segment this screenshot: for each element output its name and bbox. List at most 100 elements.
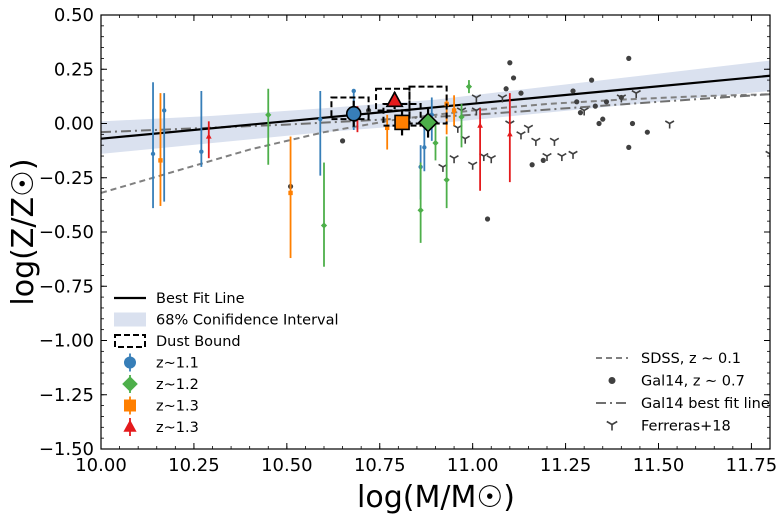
y-tick-label: −0.25 [39, 168, 94, 189]
stacked-points-layer [345, 90, 439, 138]
ferreras-point [579, 107, 589, 116]
y-tick-label: 0.00 [54, 114, 94, 135]
gal14-point [592, 103, 598, 109]
z12-point [432, 139, 439, 147]
legend-label: SDSS, z ∼ 0.1 [641, 351, 741, 367]
x-tick-label: 10.75 [354, 455, 406, 476]
z11-point [351, 88, 356, 94]
z11-point [150, 151, 156, 157]
gal14-point [529, 162, 535, 168]
z12-point [465, 83, 473, 90]
stacked-point [345, 105, 362, 122]
z13a-point [288, 190, 293, 196]
x-axis-label: log(M/M☉) [357, 480, 515, 515]
ferreras-point [664, 120, 675, 129]
legend-label: z~1.3 [156, 420, 199, 436]
legend-symbol [608, 377, 616, 384]
x-tick-label: 11.75 [726, 455, 778, 476]
ferreras-point [523, 124, 534, 133]
y-tick-label: −0.75 [39, 276, 94, 297]
gal14-point [518, 90, 524, 96]
legend-left: Best Fit Line 68% Conifidence Interval Dus… [114, 291, 339, 436]
gal14-point [626, 144, 632, 150]
legend-symbol [114, 312, 146, 327]
legend-symbol [606, 420, 618, 431]
legend-entry: z~1.2 [122, 375, 199, 393]
stacked-point [385, 90, 404, 108]
stacked-point [394, 114, 410, 131]
gal14-point [577, 110, 584, 116]
legend-right: SDSS, z ∼ 0.1 Gal14, z ∼ 0.7 Gal14 best fi… [596, 351, 770, 435]
gal14-point [589, 77, 595, 83]
z11-point [199, 149, 204, 154]
legend-symbol [124, 356, 136, 369]
legend-label: Best Fit Line [156, 291, 245, 307]
gal14-point [600, 116, 606, 122]
gal14-point [626, 55, 632, 62]
ferreras-point [516, 131, 526, 140]
x-tick-label: 11.50 [633, 455, 685, 476]
legend-entry: 68% Conifidence Interval [114, 312, 339, 329]
legend-entry: Ferreras+18 [606, 419, 731, 435]
legend-label: Gal14, z ∼ 0.7 [641, 374, 745, 390]
z13b-point [506, 131, 513, 137]
x-tick-label: 10.00 [75, 455, 127, 476]
gal14-point [503, 86, 509, 92]
gal14-point [644, 129, 650, 135]
legend-entry: SDSS, z ∼ 0.1 [596, 351, 741, 367]
legend-symbol [122, 376, 138, 392]
legend-entry: z~1.1 [124, 353, 199, 372]
legend-label: Dust Bound [156, 334, 241, 350]
ferreras-point [616, 94, 627, 103]
legend-label: z~1.2 [156, 377, 199, 393]
z12-point [320, 222, 328, 229]
z13b-point [205, 133, 212, 139]
legend-label: z~1.3 [156, 399, 199, 415]
z12-point [417, 207, 424, 214]
y-tick-label: −1.25 [39, 385, 94, 406]
ferreras-point [631, 89, 641, 99]
x-tick-label: 10.50 [261, 455, 313, 476]
ferreras-point [549, 137, 560, 146]
legend-entry: Dust Bound [114, 334, 241, 350]
ferreras-point [568, 150, 578, 159]
y-tick-label: −0.50 [39, 222, 94, 243]
legend-entry: Gal14 best fit line [596, 396, 770, 412]
legend-entry: Gal14, z ∼ 0.7 [608, 374, 745, 390]
legend-label: Gal14 best fit line [641, 396, 770, 412]
gal14-point [574, 99, 580, 105]
ferreras-point [531, 137, 541, 146]
gal14-point [629, 120, 636, 127]
ferreras-point [471, 94, 482, 103]
ferreras-point [557, 152, 567, 162]
legend-label: Ferreras+18 [641, 419, 731, 435]
z13a-point [158, 158, 163, 163]
reference-lines-layer [101, 74, 770, 194]
ferreras-point [467, 161, 478, 170]
ferreras-point [497, 94, 508, 103]
z12-point [443, 176, 450, 184]
ferreras-point [542, 152, 552, 162]
y-axis-label: log(Z/Z☉) [6, 158, 41, 305]
y-tick-label: 0.50 [54, 5, 94, 26]
legend-label: 68% Conifidence Interval [156, 313, 339, 329]
legend-label: z~1.1 [156, 356, 199, 372]
y-tick-label: −1.00 [39, 331, 94, 352]
legend-entry: z~1.3 [123, 418, 199, 436]
gal14-point [570, 88, 576, 94]
axis-ticks: 10.00 10.25 10.50 10.75 11.00 11.25 11.50 11.75… [39, 5, 777, 476]
gal14-point [596, 120, 602, 127]
y-tick-label: 0.25 [54, 59, 94, 80]
z13b-point [477, 122, 483, 128]
legend-symbol [124, 399, 136, 412]
x-tick-label: 11.25 [540, 455, 592, 476]
z13a-point [451, 108, 457, 113]
legend-symbol [114, 334, 146, 348]
y-tick-label: −1.50 [39, 439, 94, 460]
x-tick-label: 10.25 [168, 455, 220, 476]
ferreras-point [765, 150, 770, 159]
gal14-point [507, 60, 513, 66]
gal14-points-layer [287, 55, 650, 222]
z11-point [161, 108, 167, 113]
